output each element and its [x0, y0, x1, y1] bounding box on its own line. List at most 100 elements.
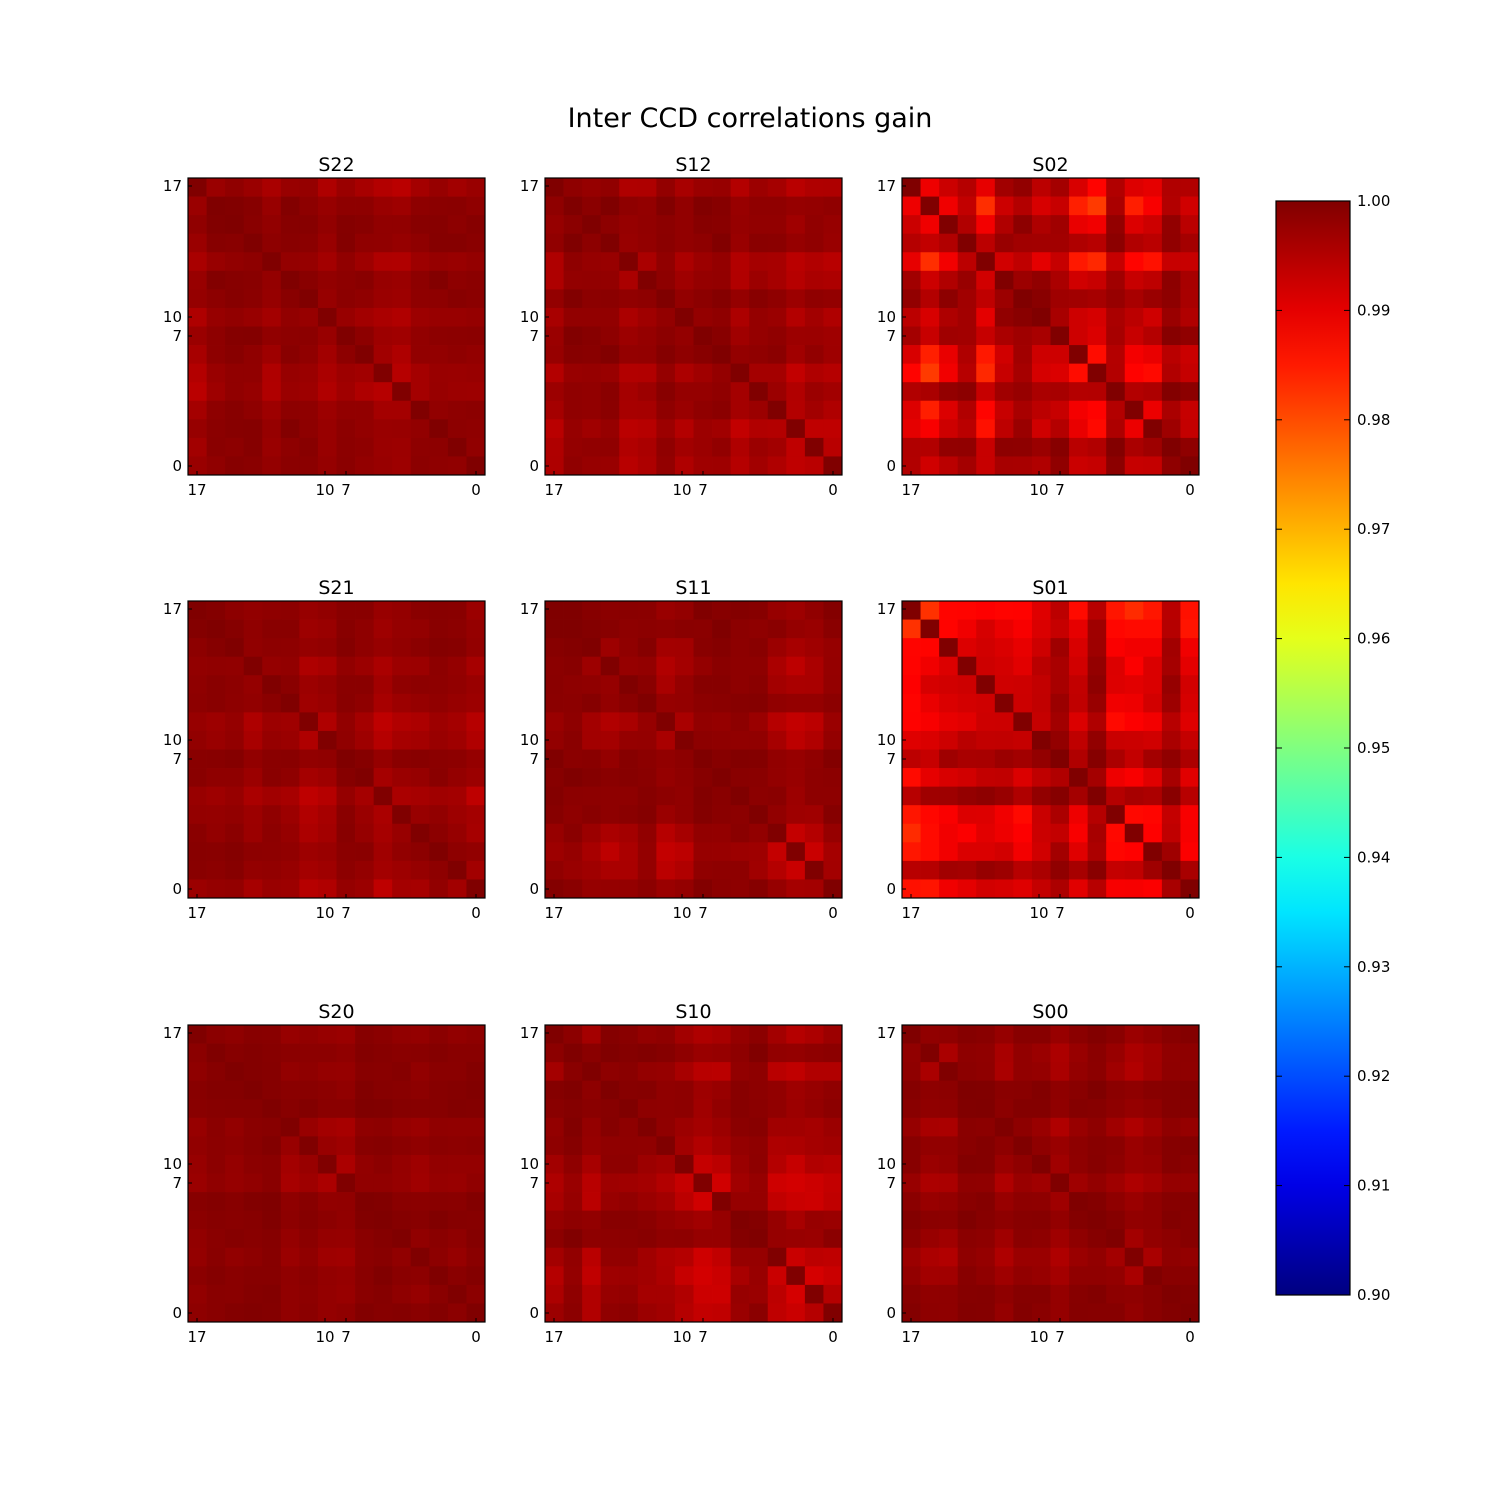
heatmap-cell [447, 656, 467, 676]
heatmap-cell [994, 768, 1014, 788]
heatmap-cell [902, 860, 921, 880]
heatmap-cell [410, 1099, 430, 1119]
heatmap-cell [693, 456, 713, 476]
heatmap-cell [545, 363, 564, 383]
heatmap-cell [994, 1099, 1014, 1119]
heatmap-cell [656, 1266, 676, 1286]
heatmap-cell [767, 749, 787, 769]
heatmap-cell [410, 1303, 430, 1323]
heatmap-cell [994, 675, 1014, 695]
heatmap-cell [994, 456, 1014, 476]
heatmap-cell [619, 768, 639, 788]
heatmap-cell [920, 879, 940, 899]
heatmap-cell [920, 252, 940, 272]
heatmap-cell [619, 638, 639, 658]
heatmap-cell [1180, 1266, 1200, 1286]
heatmap-cell [410, 842, 430, 862]
heatmap-cell [225, 1229, 245, 1249]
heatmap-cell [1180, 1192, 1200, 1212]
heatmap-cell [280, 419, 300, 439]
heatmap-cell [355, 1136, 375, 1156]
heatmap-cell [674, 307, 694, 327]
heatmap-cell [1106, 768, 1126, 788]
heatmap-cell [730, 805, 750, 825]
heatmap-cell [1124, 749, 1144, 769]
heatmap-cell [1143, 1025, 1163, 1044]
heatmap-cell [563, 1266, 583, 1286]
heatmap-cell [619, 601, 639, 620]
heatmap-cell [188, 1080, 207, 1100]
heatmap-cell [1050, 730, 1070, 750]
heatmap-cell [299, 363, 319, 383]
heatmap-cell [767, 233, 787, 253]
heatmap-cell [206, 382, 226, 402]
heatmap-cell [582, 842, 602, 862]
heatmap-cell [280, 437, 300, 457]
heatmap-cell [804, 1154, 824, 1174]
heatmap-cell [188, 1266, 207, 1286]
heatmap-cell [693, 270, 713, 290]
heatmap-cell [656, 1136, 676, 1156]
heatmap-cell [582, 1136, 602, 1156]
heatmap-cell [280, 1099, 300, 1119]
heatmap-cell [225, 178, 245, 197]
heatmap-cell [804, 879, 824, 899]
heatmap-cell [749, 1210, 769, 1230]
heatmap-cell [994, 619, 1014, 639]
heatmap-cell [957, 823, 977, 843]
heatmap-cell [600, 1247, 620, 1267]
heatmap-cell [656, 1303, 676, 1323]
heatmap-cell [1087, 270, 1107, 290]
heatmap-cell [243, 1173, 263, 1193]
heatmap-cell [243, 252, 263, 272]
y-tick-label: 0 [529, 457, 539, 475]
heatmap-cell [957, 1136, 977, 1156]
heatmap-cell [336, 1266, 356, 1286]
heatmap-cell [373, 345, 393, 365]
heatmap-cell [994, 786, 1014, 806]
heatmap-cell [262, 601, 282, 620]
heatmap-cell [373, 601, 393, 620]
heatmap-cell [1087, 252, 1107, 272]
heatmap-cell [317, 638, 337, 658]
heatmap-cell [1106, 693, 1126, 713]
heatmap-cell [373, 1025, 393, 1044]
heatmap-cell [767, 823, 787, 843]
heatmap-cell [957, 419, 977, 439]
heatmap-cell [336, 1154, 356, 1174]
heatmap-cell [1124, 1136, 1144, 1156]
heatmap-cell [317, 1080, 337, 1100]
heatmap-cell [730, 638, 750, 658]
heatmap-cell [712, 382, 732, 402]
heatmap-cell [939, 805, 959, 825]
heatmap-cell [545, 400, 564, 420]
heatmap-cell [563, 326, 583, 346]
heatmap-cell [994, 289, 1014, 309]
heatmap-cell [1013, 601, 1033, 620]
heatmap-cell [1031, 326, 1051, 346]
heatmap-cell [1106, 1154, 1126, 1174]
heatmap-cell [466, 456, 486, 476]
heatmap-cell [637, 382, 657, 402]
heatmap-cell [262, 400, 282, 420]
heatmap-cell [804, 842, 824, 862]
heatmap-cell [466, 1025, 486, 1044]
heatmap-cell [206, 1080, 226, 1100]
heatmap-cell [1180, 638, 1200, 658]
heatmap-cell [466, 805, 486, 825]
heatmap-cell [188, 307, 207, 327]
heatmap-cell [188, 823, 207, 843]
heatmap-cell [1161, 749, 1181, 769]
heatmap-cell [262, 619, 282, 639]
heatmap-cell [786, 619, 806, 639]
heatmap-cell [447, 363, 467, 383]
heatmap-cell [1124, 1080, 1144, 1100]
heatmap-cell [280, 1173, 300, 1193]
heatmap-cell [1069, 1210, 1089, 1230]
heatmap-cell [804, 437, 824, 457]
heatmap-cell [466, 1229, 486, 1249]
heatmap-cell [1050, 1192, 1070, 1212]
heatmap-cell [243, 638, 263, 658]
heatmap-cell [429, 823, 449, 843]
heatmap-cell [712, 345, 732, 365]
